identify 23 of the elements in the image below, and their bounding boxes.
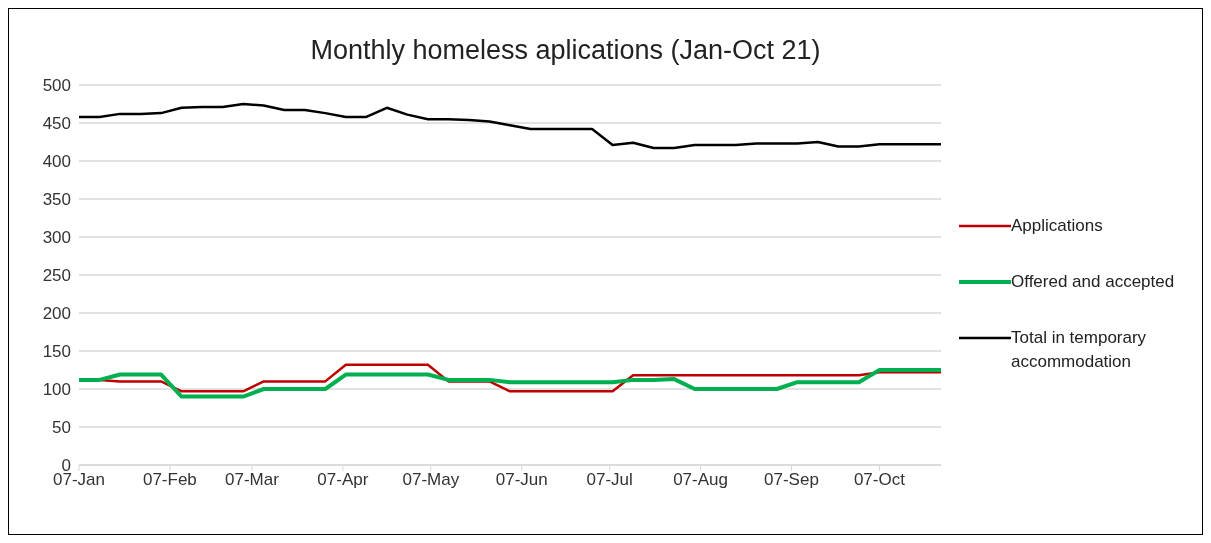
x-tick-label: 07-Mar xyxy=(225,470,280,490)
y-tick-label: 450 xyxy=(42,114,71,134)
y-tick-label: 500 xyxy=(42,76,71,96)
y-tick-label: 300 xyxy=(42,228,71,248)
legend-label: Applications xyxy=(1011,215,1103,237)
legend-label: Offered and accepted xyxy=(1011,271,1175,293)
y-tick-label: 200 xyxy=(42,304,71,324)
x-tick-label: 07-Feb xyxy=(142,470,197,490)
y-tick-label: 50 xyxy=(52,418,71,438)
x-tick-label: 07-Oct xyxy=(853,470,906,490)
x-tick-label: 07-Jun xyxy=(495,470,548,490)
x-tick-label: 07-May xyxy=(402,470,460,490)
y-tick-label: 400 xyxy=(42,152,71,172)
y-tick-label: 100 xyxy=(42,380,71,400)
y-tick-label: 150 xyxy=(42,342,71,362)
x-tick-label: 07-Sep xyxy=(764,470,819,490)
y-tick-label: 250 xyxy=(42,266,71,286)
x-tick-label: 07-Apr xyxy=(317,470,369,490)
x-tick-label: 07-Aug xyxy=(673,470,728,490)
x-tick-label: 07-Jul xyxy=(586,470,633,490)
chart-title: Monthly homeless aplications (Jan-Oct 21) xyxy=(309,34,822,67)
y-tick-label: 350 xyxy=(42,190,71,210)
legend-label: Total in temporary accommodation xyxy=(1011,327,1148,373)
